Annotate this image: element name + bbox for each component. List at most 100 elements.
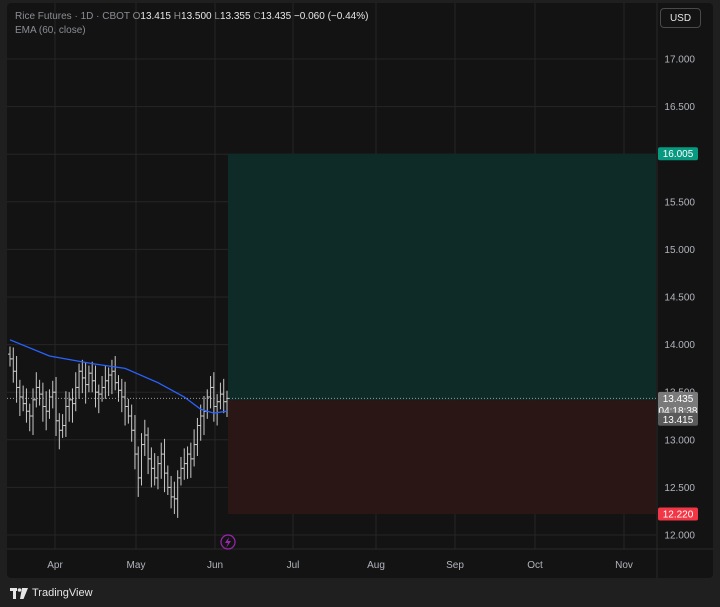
high-value: 13.500 (181, 11, 212, 22)
ohlc-bar[interactable] (192, 429, 197, 467)
ohlc-bar[interactable] (50, 380, 55, 409)
brand-name: TradingView (32, 587, 93, 599)
target-price-tag-bg (658, 147, 698, 161)
tradingview-logo-icon (10, 587, 28, 599)
time-tick-label: Apr (47, 560, 63, 571)
high-label: H (173, 11, 182, 22)
ohlc-bar[interactable] (86, 365, 91, 393)
ohlc-bar[interactable] (119, 378, 124, 413)
ohlc-bar[interactable] (80, 359, 85, 394)
low-label: L (214, 11, 220, 22)
ohlc-bar[interactable] (221, 378, 226, 414)
change-value: −0.060 (−0.44%) (293, 11, 369, 22)
stop-zone[interactable] (228, 400, 656, 515)
price-tick-label: 12.500 (664, 483, 695, 494)
time-tick-label: Aug (367, 560, 385, 571)
ohlc-bar[interactable] (136, 446, 141, 497)
symbol-legend[interactable]: Rice Futures · 1D · CBOT O13.415 H13.500… (15, 11, 368, 23)
price-tick-label: 14.500 (664, 293, 695, 304)
ohlc-bar[interactable] (165, 465, 170, 496)
ohlc-bar[interactable] (225, 390, 229, 417)
ohlc-bar[interactable] (139, 433, 144, 486)
low-value: 13.355 (219, 11, 251, 22)
ohlc-bar[interactable] (185, 446, 190, 479)
indicator-legend[interactable]: EMA (60, close) (15, 25, 86, 36)
time-tick-label: Nov (615, 560, 633, 571)
ohlc-bar[interactable] (172, 481, 177, 515)
price-tick-label: 15.000 (664, 245, 695, 256)
stop-price-tag-bg (658, 507, 698, 521)
ohlc-bar[interactable] (47, 389, 52, 419)
ohlc-bar[interactable] (178, 456, 183, 486)
ohlc-bar[interactable] (129, 404, 134, 442)
ohlc-bar[interactable] (27, 403, 32, 432)
price-tick-label: 14.000 (664, 340, 695, 351)
ohlc-bar[interactable] (195, 417, 200, 456)
ohlc-bar[interactable] (126, 398, 131, 424)
ohlc-bar[interactable] (21, 385, 26, 412)
ohlc-bar[interactable] (109, 359, 114, 395)
ohlc-bar[interactable] (70, 388, 75, 423)
stop-price-tag: 12.220 (663, 510, 694, 521)
ohlc-bar[interactable] (83, 362, 88, 404)
footer: TradingView (0, 578, 720, 607)
last-price-tag: 13.435 (663, 394, 694, 405)
ohlc-bar[interactable] (24, 388, 29, 423)
ema-line[interactable] (9, 339, 228, 414)
time-tick-label: Jul (287, 560, 300, 571)
price-chart[interactable]: 12.000 12.500 13.000 13.500 14.000 14.500 15.0… (7, 3, 713, 578)
ohlc-bar[interactable] (218, 382, 223, 410)
ohlc-bar[interactable] (201, 396, 206, 436)
price-tick-label: 13.000 (664, 435, 695, 446)
currency-button[interactable]: USD (660, 8, 701, 28)
ohlc-bar[interactable] (90, 361, 95, 393)
chart-frame[interactable]: 12.000 12.500 13.000 13.500 14.000 14.500 15.0… (7, 3, 713, 578)
ohlc-bar[interactable] (155, 455, 160, 490)
symbol-name[interactable]: Rice Futures · 1D · CBOT (15, 11, 130, 22)
target-zone[interactable] (228, 153, 656, 401)
ohlc-bar[interactable] (100, 376, 105, 402)
time-tick-label: Oct (527, 560, 543, 571)
ohlc-bar[interactable] (159, 442, 164, 479)
ohlc-bar[interactable] (169, 475, 174, 509)
ohlc-bar[interactable] (123, 381, 128, 426)
ohlc-bar[interactable] (31, 388, 36, 436)
ohlc-bar[interactable] (188, 442, 193, 478)
ohlc-bar[interactable] (67, 392, 72, 422)
close-value: 13.435 (260, 11, 292, 22)
ohlc-bar[interactable] (149, 447, 154, 488)
price-tick-label: 12.000 (664, 531, 695, 542)
ohlc-bar[interactable] (14, 356, 19, 403)
entry-price-tag-bg (658, 412, 698, 426)
tradingview-logo[interactable]: TradingView (10, 586, 93, 600)
open-value: 13.415 (140, 11, 171, 22)
price-tick-label: 15.500 (664, 197, 695, 208)
lightning-icon (225, 537, 231, 548)
ohlc-bar[interactable] (57, 413, 62, 450)
ohlc-bar[interactable] (40, 382, 45, 422)
ohlc-bar[interactable] (162, 438, 167, 493)
ohlc-bar[interactable] (93, 365, 98, 408)
price-tick-label: 16.500 (664, 102, 695, 113)
open-label: O (132, 11, 141, 22)
ohlc-bar[interactable] (113, 356, 118, 391)
ohlc-bar[interactable] (77, 363, 82, 399)
target-price-tag: 16.005 (663, 149, 694, 160)
ohlc-bar[interactable] (205, 389, 210, 419)
ohlc-bar[interactable] (116, 375, 121, 402)
ohlc-bar[interactable] (142, 419, 147, 456)
ohlc-bar[interactable] (152, 453, 157, 486)
price-tick-label: 17.000 (664, 55, 695, 66)
ohlc-bar[interactable] (11, 347, 16, 383)
last-price-tag-countdown: 04:18:38 (659, 406, 698, 417)
ohlc-bar[interactable] (146, 427, 151, 475)
last-price-tag-bg (658, 391, 698, 418)
close-label: C (253, 11, 261, 22)
ohlc-bar[interactable] (103, 365, 108, 399)
time-tick-label: Jun (207, 560, 223, 571)
ohlc-bar[interactable] (34, 372, 39, 408)
ohlc-bar[interactable] (8, 346, 12, 367)
time-tick-label: Sep (446, 560, 464, 571)
entry-price-tag: 13.415 (663, 415, 694, 426)
